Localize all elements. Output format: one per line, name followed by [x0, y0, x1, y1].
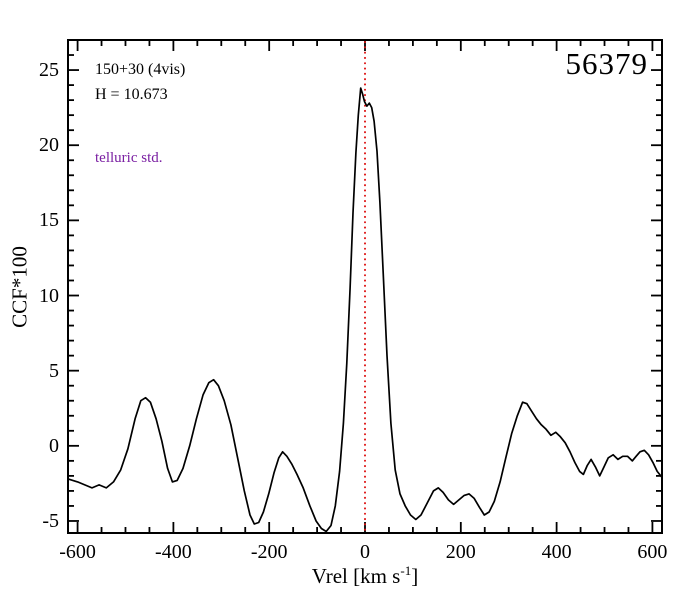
mjd-label: 56379	[565, 46, 648, 81]
field-name-label: 150+30 (4vis)	[95, 61, 186, 78]
x-tick-label: -600	[59, 541, 96, 563]
y-tick-label: -5	[42, 509, 59, 532]
x-axis-label-prefix: Vrel [km s	[311, 564, 401, 588]
field-annotation: 150+30 (4vis) H = 10.673	[95, 58, 185, 108]
y-tick-label: 25	[39, 59, 59, 82]
y-tick-label: 10	[39, 284, 59, 307]
y-axis-label: CCF*100	[7, 246, 32, 328]
axis-ticks	[69, 41, 661, 532]
x-tick-label: 200	[445, 541, 476, 563]
x-axis-label-suffix: ]	[411, 564, 419, 588]
plot-frame	[67, 39, 663, 534]
x-axis-label-exponent: -1	[400, 563, 412, 578]
x-tick-label: -400	[155, 541, 192, 563]
hmag-label: H = 10.673	[95, 85, 168, 103]
y-tick-label: 15	[39, 209, 59, 232]
y-tick-label: 20	[39, 134, 59, 157]
x-tick-label: -200	[250, 541, 288, 563]
ccf-curve	[69, 87, 661, 532]
x-tick-label: 0	[360, 541, 370, 563]
y-tick-label: 5	[49, 359, 59, 382]
telluric-std-label: telluric std.	[95, 150, 163, 166]
x-axis-label: Vrel [km s-1]	[312, 564, 418, 589]
y-tick-label: 0	[49, 434, 59, 457]
x-tick-label: 400	[541, 541, 572, 563]
x-tick-label: 600	[637, 541, 668, 563]
